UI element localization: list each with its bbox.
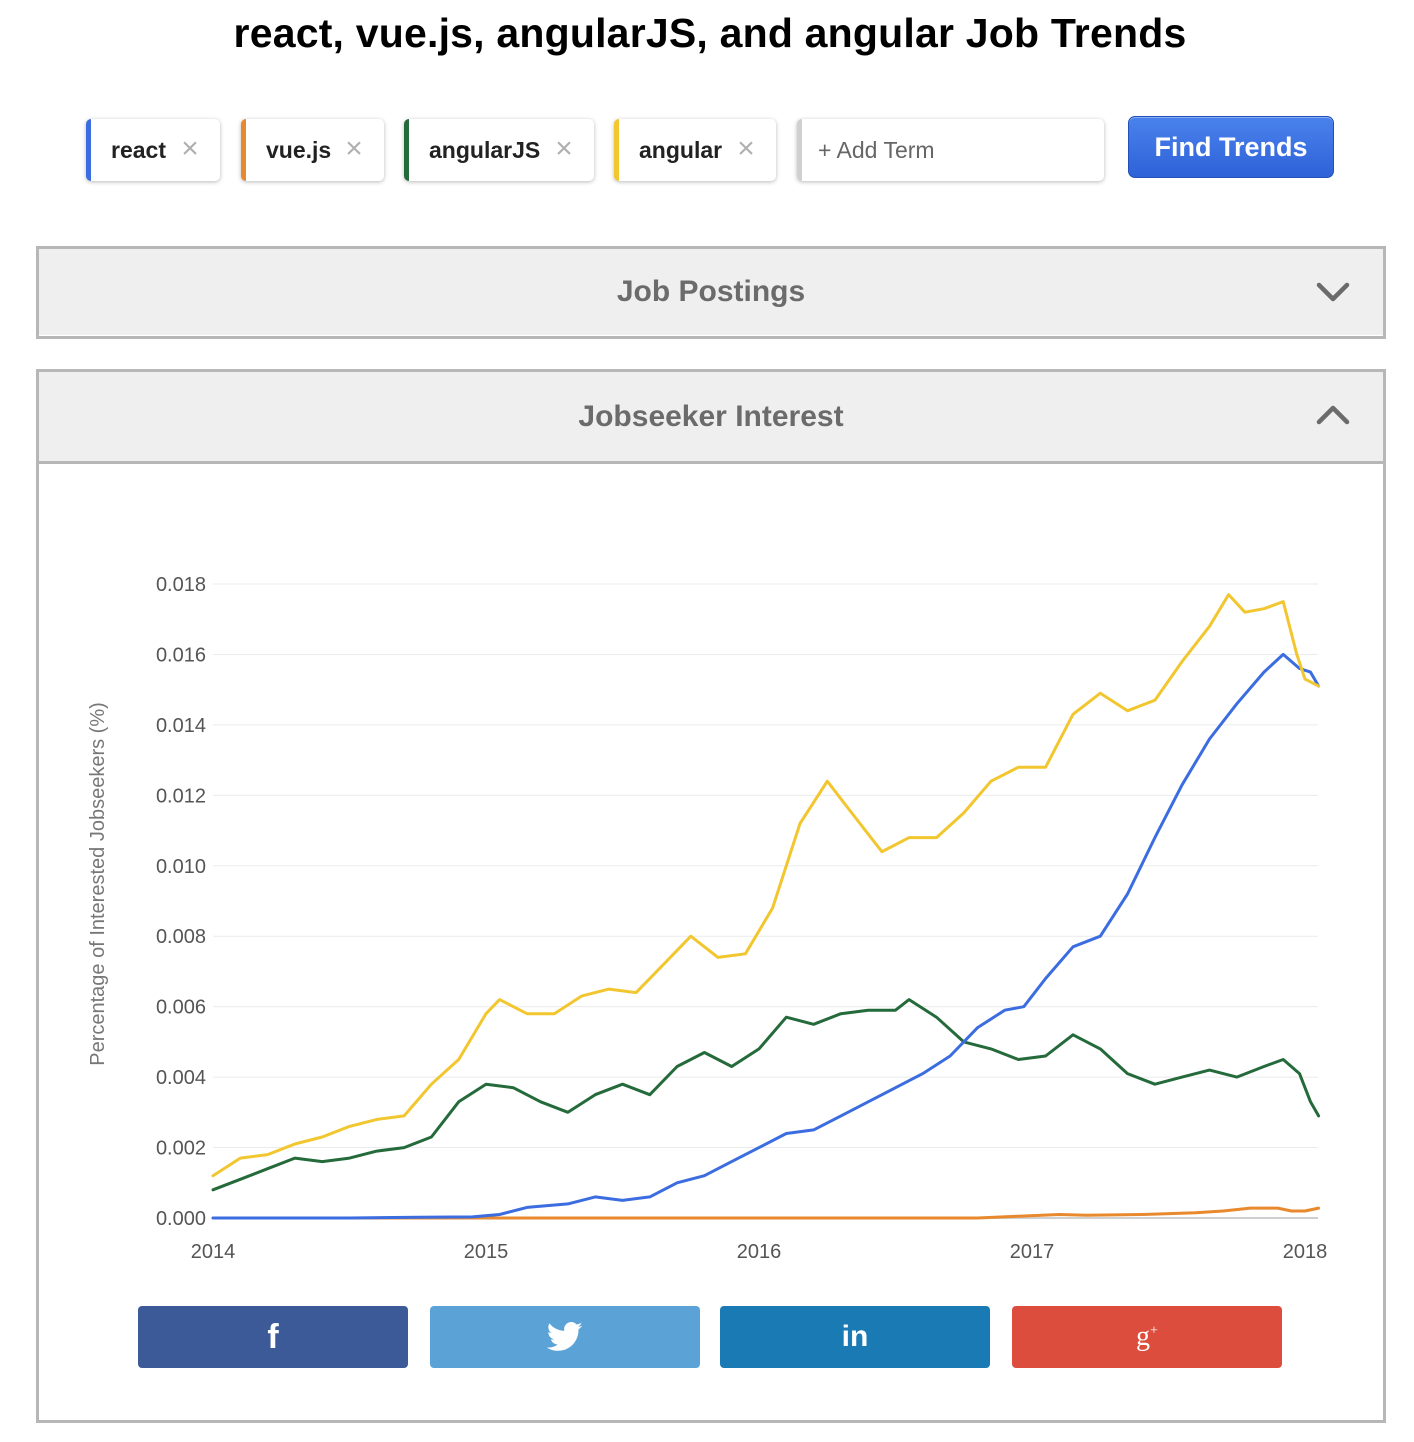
- y-tick-label: 0.006: [156, 997, 206, 1019]
- term-chip-label: vue.js: [266, 136, 332, 163]
- twitter-icon: [547, 1322, 583, 1351]
- term-chip-label: angular: [639, 136, 723, 163]
- jobseeker-interest-panel: Jobseeker Interest: [36, 369, 1386, 1423]
- google-plus-share-button[interactable]: g+: [1012, 1306, 1282, 1368]
- close-icon[interactable]: ×: [555, 132, 573, 165]
- linkedin-share-button[interactable]: in: [720, 1306, 990, 1368]
- series-line-angularJS: [211, 998, 1321, 1192]
- y-tick-label: 0.002: [156, 1138, 206, 1160]
- page-title: react, vue.js, angularJS, and angular Jo…: [233, 10, 1187, 56]
- y-tick-label: 0.008: [156, 926, 206, 948]
- facebook-icon: f: [267, 1317, 279, 1356]
- find-trends-button[interactable]: Find Trends: [1128, 116, 1334, 178]
- y-tick-label: 0.012: [156, 785, 206, 807]
- twitter-share-button[interactable]: [430, 1306, 700, 1368]
- job-postings-header[interactable]: Job Postings: [39, 249, 1383, 335]
- series-line-angular: [211, 593, 1321, 1178]
- x-tick-label: 2016: [737, 1241, 782, 1263]
- jobseeker-interest-header[interactable]: Jobseeker Interest: [39, 372, 1383, 464]
- y-axis-label: Percentage of Interested Jobseekers (%): [87, 702, 109, 1066]
- job-postings-panel: Job Postings: [36, 246, 1386, 339]
- linkedin-icon: in: [841, 1320, 869, 1353]
- series-line-react: [211, 652, 1321, 1220]
- term-chip-react[interactable]: react ×: [86, 119, 220, 181]
- y-tick-label: 0.016: [156, 644, 206, 666]
- add-term-input[interactable]: [797, 119, 1104, 181]
- series-line-vuejs: [211, 1206, 1321, 1220]
- chevron-down-icon[interactable]: [1313, 275, 1353, 309]
- y-tick-label: 0.000: [156, 1208, 206, 1230]
- chevron-up-icon[interactable]: [1313, 398, 1353, 432]
- y-tick-label: 0.010: [156, 856, 206, 878]
- panel-title: Jobseeker Interest: [578, 399, 844, 433]
- close-icon[interactable]: ×: [737, 132, 755, 165]
- x-tick-label: 2018: [1283, 1241, 1328, 1263]
- x-tick-label: 2014: [191, 1241, 236, 1263]
- term-chip-angular[interactable]: angular ×: [614, 119, 776, 181]
- panel-title: Job Postings: [616, 275, 806, 308]
- y-tick-label: 0.004: [156, 1067, 206, 1089]
- google-plus-icon: g+: [1136, 1321, 1158, 1352]
- term-chip-label: react: [111, 136, 166, 163]
- x-tick-label: 2015: [464, 1241, 509, 1263]
- y-tick-label: 0.014: [156, 715, 206, 737]
- term-chip-vuejs[interactable]: vue.js ×: [241, 119, 384, 181]
- x-tick-label: 2017: [1010, 1241, 1055, 1263]
- facebook-share-button[interactable]: f: [138, 1306, 408, 1368]
- y-tick-label: 0.018: [156, 574, 206, 596]
- close-icon[interactable]: ×: [181, 132, 199, 165]
- term-chip-label: angularJS: [429, 136, 541, 163]
- close-icon[interactable]: ×: [345, 132, 363, 165]
- term-chip-angularjs[interactable]: angularJS ×: [404, 119, 594, 181]
